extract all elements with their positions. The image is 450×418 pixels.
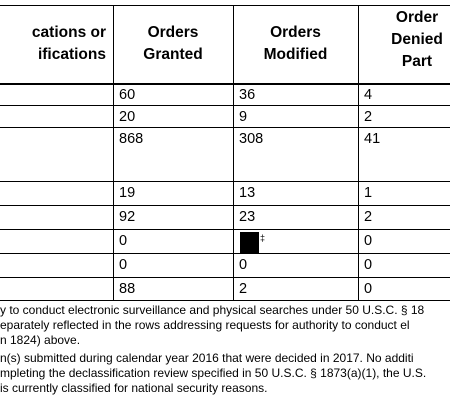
cell-granted: 868	[119, 131, 144, 147]
footnote-line: eparately reflected in the rows addressi…	[0, 318, 410, 332]
header-line: cations or	[31, 24, 106, 41]
header-line: Part	[401, 53, 433, 70]
cell-denied: 2	[364, 209, 373, 225]
cell-denied: 0	[364, 257, 373, 273]
header-orders-denied: Order Denied Part	[362, 7, 450, 73]
table-col-rule	[113, 5, 114, 301]
table-rule	[0, 277, 450, 278]
header-line: Modified	[263, 46, 328, 63]
cell-granted: 19	[119, 185, 136, 201]
cell-granted: 0	[119, 257, 128, 273]
footnote-line: n(s) submitted during calendar year 2016…	[0, 351, 414, 365]
cell-denied: 0	[364, 233, 373, 249]
cell-modified: 13	[239, 185, 256, 201]
table-rule-bottom	[0, 300, 450, 301]
cell-denied: 0	[364, 281, 373, 297]
table-rule	[0, 105, 450, 106]
table-rule-top	[0, 5, 450, 6]
cell-denied: 1	[364, 185, 373, 201]
cell-granted: 92	[119, 209, 136, 225]
header-applications: cations or ifications	[0, 22, 106, 66]
footnote-line: mpleting the declassification review spe…	[0, 366, 427, 380]
cell-denied: 4	[364, 87, 373, 103]
header-line: ifications	[37, 46, 106, 63]
cell-modified: 308	[239, 131, 264, 147]
cell-modified: 23	[239, 209, 256, 225]
header-line: Granted	[143, 46, 203, 63]
table-rule-header-bottom	[0, 83, 450, 85]
footnote-line: is currently classified for national sec…	[0, 381, 268, 395]
header-line: Orders	[147, 24, 199, 41]
redaction-block	[240, 232, 259, 253]
redaction-mark: ‡	[260, 233, 266, 243]
table-rule	[0, 127, 450, 128]
cell-modified: 2	[239, 281, 248, 297]
table-col-rule	[233, 5, 234, 301]
footnote-line: n 1824) above.	[0, 333, 81, 347]
footnote-line: y to conduct electronic surveillance and…	[0, 303, 425, 317]
cell-modified: 9	[239, 109, 248, 125]
cell-granted: 20	[119, 109, 136, 125]
header-line: Denied	[391, 31, 443, 48]
table-rule	[0, 181, 450, 182]
header-orders-modified: Orders Modified	[233, 22, 358, 66]
cell-modified: 36	[239, 87, 256, 103]
cell-denied: 2	[364, 109, 373, 125]
header-line: Order	[395, 9, 439, 26]
table-rule	[0, 229, 450, 230]
table-rule	[0, 253, 450, 254]
cell-granted: 88	[119, 281, 136, 297]
header-orders-granted: Orders Granted	[113, 22, 233, 66]
header-line: Orders	[270, 24, 321, 41]
table-col-rule	[358, 5, 359, 301]
cell-granted: 0	[119, 233, 128, 249]
cell-denied: 41	[364, 131, 381, 147]
table-rule	[0, 205, 450, 206]
cell-granted: 60	[119, 87, 136, 103]
cell-modified: 0	[239, 257, 248, 273]
